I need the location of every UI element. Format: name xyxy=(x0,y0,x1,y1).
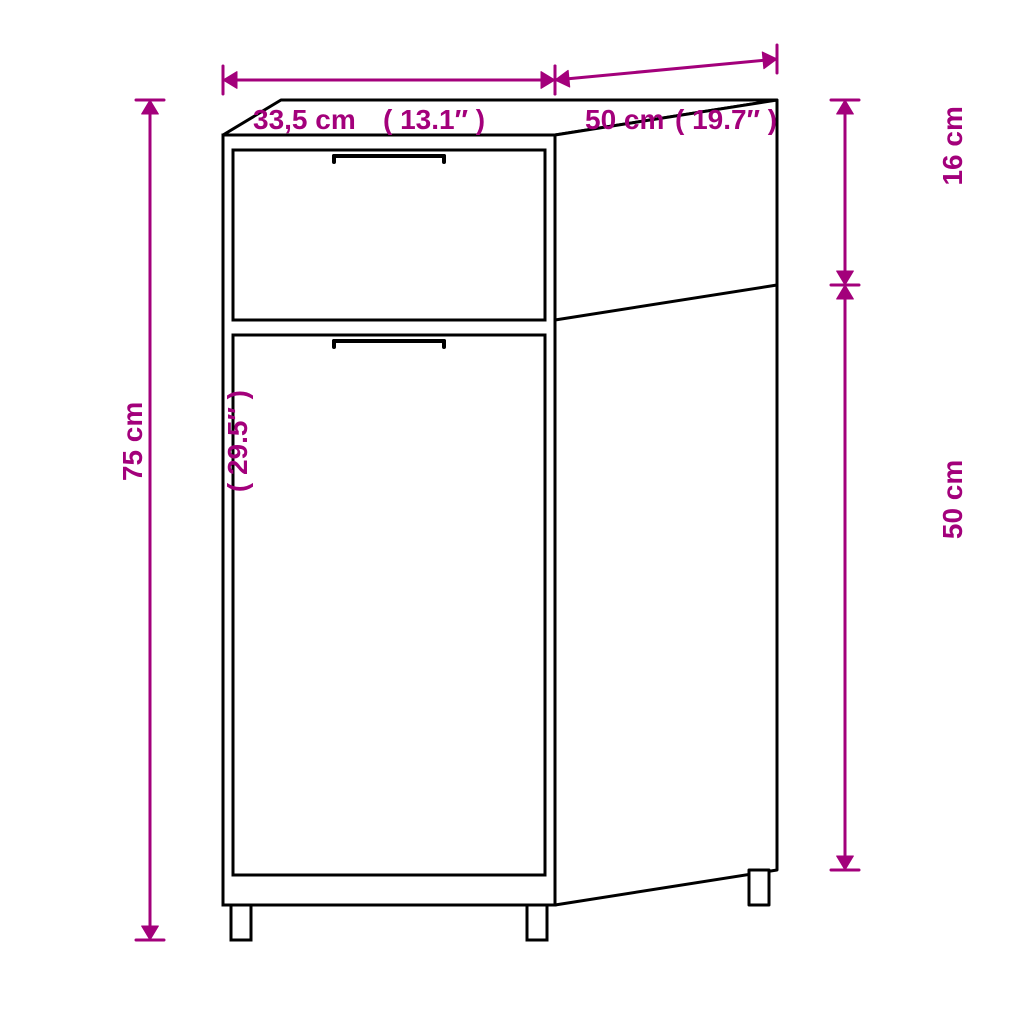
dim-label-width-in: ( 13.1″ ) xyxy=(383,32,485,207)
dim-depth-in: ( 19.7″ ) xyxy=(675,102,777,137)
dim-height-cm: 75 cm xyxy=(115,390,150,492)
dim-label-height: 75 cm ( 29.5″ ) xyxy=(45,390,325,492)
dim-width-cm: 33,5 cm xyxy=(253,102,356,137)
dim-drawer-cm: 16 cm xyxy=(935,103,970,190)
dim-label-drawer: 16 cm ( 6.3″ ) xyxy=(865,103,1024,190)
dim-label-depth: 50 cm xyxy=(585,32,664,207)
dim-width-in: ( 13.1″ ) xyxy=(383,102,485,137)
dim-door-cm: 50 cm xyxy=(935,448,970,550)
dim-depth-cm: 50 cm xyxy=(585,102,664,137)
dim-label-door: 50 cm ( 19.6″ ) xyxy=(865,448,1024,550)
dim-label-width: 33,5 cm xyxy=(253,32,356,207)
dim-height-in: ( 29.5″ ) xyxy=(220,390,255,492)
diagram-stage: 33,5 cm ( 13.1″ ) 50 cm ( 19.7″ ) 75 cm … xyxy=(0,0,1024,1024)
dim-label-depth-in: ( 19.7″ ) xyxy=(675,32,777,207)
